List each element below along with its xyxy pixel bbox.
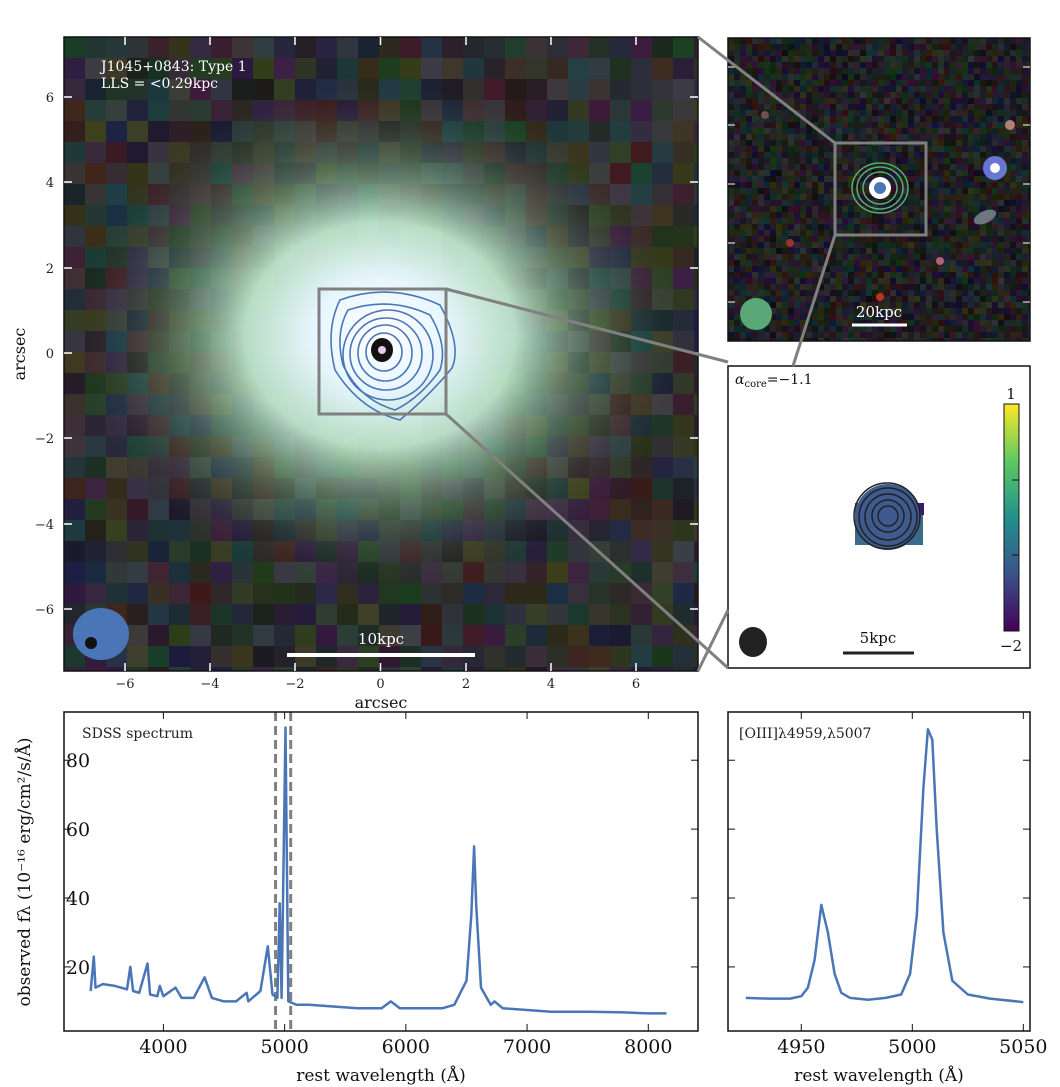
y-tick-label: 4 [46, 176, 54, 191]
contour-4 [349, 317, 423, 391]
source-orange [1005, 120, 1015, 130]
contour-1 [330, 291, 456, 421]
contour-2 [339, 303, 444, 411]
contour-3 [342, 309, 434, 401]
x-tick-label: 2 [462, 677, 470, 692]
index-contours [853, 482, 921, 550]
y-tick-label: 6 [46, 91, 54, 106]
x-tick-label: 5050 [999, 1036, 1047, 1058]
y-tick-label: −4 [35, 518, 54, 533]
y-tick-label: 80 [66, 750, 90, 772]
y-tick-label: −6 [35, 603, 54, 618]
contour-6 [365, 332, 403, 372]
x-tick-label: 8000 [624, 1036, 672, 1058]
x-tick-label: 6 [632, 677, 640, 692]
y-tick-label: 40 [66, 888, 90, 910]
wide-zoom-box [833, 141, 928, 237]
scalebar-label: 10kpc [358, 630, 404, 648]
galaxy-emission [80, 85, 680, 585]
index-scalebar-label: 5kpc [860, 629, 897, 647]
beam-ellipse [73, 608, 129, 660]
spectral-index-map [853, 482, 924, 550]
core-peak [378, 346, 386, 354]
x-tick-label: 7000 [503, 1036, 551, 1058]
source-galaxy [973, 209, 997, 225]
x-tick-label: 5000 [888, 1036, 936, 1058]
spectrum-ylabel: observed fλ (10⁻¹⁶ erg/cm²/s/Å) [14, 737, 35, 1006]
index-beam [739, 627, 767, 657]
main-xlabel: arcsec [355, 693, 408, 712]
wide-image-pixels [728, 38, 1030, 341]
x-tick-label: 4000 [139, 1036, 187, 1058]
main-ylabel: arcsec [10, 328, 29, 381]
spectrum-xlabel: rest wavelength (Å) [296, 1065, 466, 1086]
x-tick-label: −2 [285, 677, 304, 692]
plot-frame [63, 711, 699, 1032]
wide-core-contour [874, 182, 886, 194]
alpha-core-label: αcore=−1.1 [735, 372, 813, 390]
source-blue-core [990, 163, 1000, 173]
plot-frame [727, 711, 1031, 1032]
x-tick-label: 4950 [777, 1036, 825, 1058]
y-tick-label: 20 [66, 957, 90, 979]
y-tick-label: 60 [66, 819, 90, 841]
wide-image-panel: 20kpc [728, 38, 1030, 341]
lls-label: LLS = <0.29kpc [101, 76, 218, 92]
wide-image-frame [727, 37, 1031, 342]
radio-contours [330, 291, 456, 421]
colorbar-max-label: 1 [1006, 385, 1016, 403]
oiii-title: [OIII]λ4959,λ5007 [739, 726, 871, 742]
main-image-ticks: −6 −4 −2 0 2 4 6 6 4 2 0 −2 −4 −6 [35, 37, 698, 692]
x-tick-label: −4 [200, 677, 219, 692]
object-title: J1045+0843: Type 1 [99, 59, 247, 75]
colorbar-min-label: −2 [1000, 637, 1022, 655]
y-tick-label: 2 [46, 262, 54, 277]
spectrum-line [745, 727, 1024, 1004]
y-tick-label: 0 [46, 347, 54, 362]
source-red-1 [876, 293, 884, 301]
x-tick-label: −6 [115, 677, 134, 692]
oiii-xlabel: rest wavelength (Å) [794, 1065, 964, 1086]
source-red-2 [786, 239, 794, 247]
wide-beam [740, 298, 772, 330]
wide-scalebar-label: 20kpc [856, 303, 902, 321]
spectrum-title: SDSS spectrum [82, 726, 193, 742]
oiii-spectrum-chart: 4950 5000 5050 [727, 711, 1048, 1058]
x-tick-label: 5000 [260, 1036, 308, 1058]
source-faint [761, 111, 769, 119]
connector-lines [444, 35, 837, 672]
wide-image-ticks [728, 66, 1030, 303]
y-tick-label: −2 [35, 432, 54, 447]
sdss-spectrum-chart: 4000 5000 6000 7000 8000 20 40 60 80 [63, 711, 699, 1058]
x-tick-label: 6000 [382, 1036, 430, 1058]
source-pink [936, 257, 944, 265]
colorbar [1003, 403, 1020, 632]
x-tick-label: 4 [547, 677, 555, 692]
zoom-box [317, 287, 448, 416]
contour-5 [357, 324, 413, 382]
wide-contours [851, 162, 909, 214]
spectrum-line [89, 726, 667, 1015]
x-tick-label: 0 [376, 677, 384, 692]
beam-small [85, 637, 97, 649]
main-image-panel: 10kpc J1045+0843: Type 1 LLS = <0.29kpc [64, 37, 698, 671]
